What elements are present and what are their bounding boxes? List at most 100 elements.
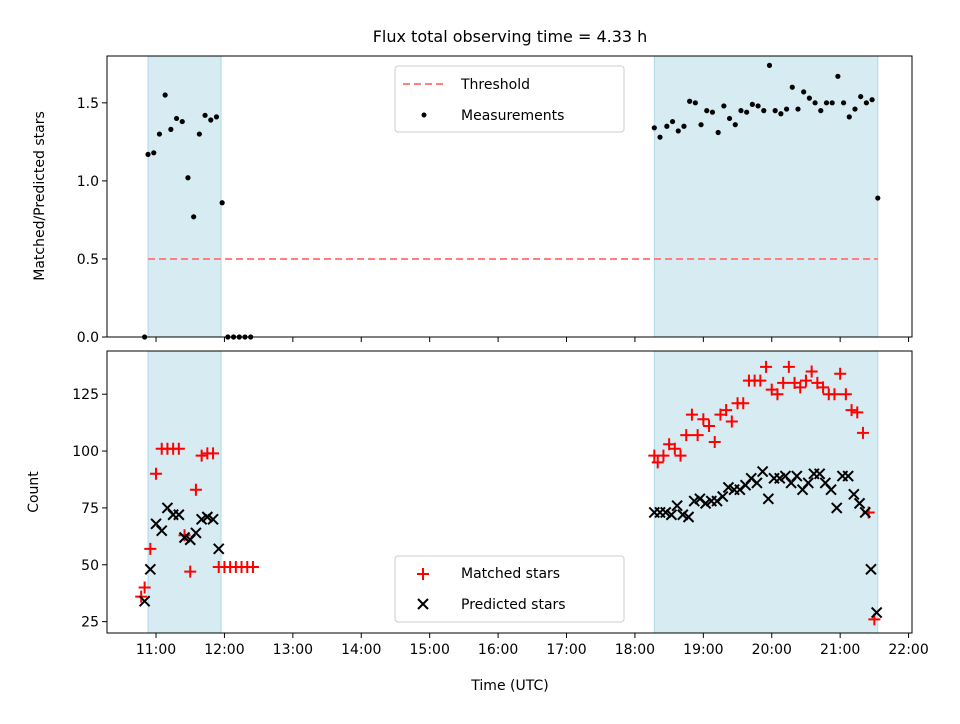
predicted-legend-marker xyxy=(417,598,429,610)
measurement-point xyxy=(846,114,852,120)
predicted-star-point xyxy=(848,488,860,500)
matched-star-point xyxy=(207,447,220,460)
predicted-star-point xyxy=(813,468,826,480)
matched-star-point xyxy=(720,404,733,417)
predicted-star-point xyxy=(762,493,775,505)
measurement-point xyxy=(772,108,778,114)
measurement-point xyxy=(681,123,687,129)
top-legend-frame xyxy=(394,65,625,133)
x-tick-label: 17:00 xyxy=(546,642,586,658)
measurement-point xyxy=(823,100,830,106)
measurement-point xyxy=(196,131,202,137)
matched-star-point xyxy=(189,483,202,496)
measurement-point xyxy=(726,115,733,122)
measurement-point xyxy=(151,150,157,156)
measurement-point xyxy=(863,100,869,106)
measurements-legend-marker xyxy=(421,112,427,118)
y-tick-label: 1.0 xyxy=(77,174,99,190)
bottom-legend-frame xyxy=(394,555,625,623)
matched-star-point xyxy=(760,360,773,373)
predicted-star-point xyxy=(859,506,871,519)
predicted-legend-label: Predicted stars xyxy=(461,597,566,613)
measurement-point xyxy=(657,134,663,140)
matched-star-point xyxy=(697,413,710,426)
top-legend: Threshold Measurements xyxy=(394,65,625,133)
predicted-star-point xyxy=(842,470,854,482)
measurement-point xyxy=(732,122,738,128)
measurement-point xyxy=(173,115,180,122)
matched-star-point xyxy=(845,404,858,417)
measurement-point xyxy=(778,111,784,117)
matched-star-point xyxy=(828,388,841,401)
predicted-star-point xyxy=(213,543,225,555)
matched-star-point xyxy=(754,374,767,387)
x-tick-label: 18:00 xyxy=(615,642,655,658)
top-panel: 0.0 0.5 1.0 1.5 xyxy=(77,55,913,346)
threshold-legend-label: Threshold xyxy=(460,77,530,93)
observing-window xyxy=(653,350,879,634)
measurement-point xyxy=(789,84,795,90)
matched-star-point xyxy=(851,406,864,419)
predicted-star-point xyxy=(751,477,763,489)
measurement-point xyxy=(687,98,693,104)
predicted-star-point xyxy=(138,595,151,607)
x-tick-label: 13:00 xyxy=(273,642,313,658)
predicted-star-point xyxy=(791,470,803,482)
y-tick-label: 50 xyxy=(81,558,99,574)
measurement-point xyxy=(709,109,716,115)
measurement-point xyxy=(675,128,681,134)
top-axes-frame xyxy=(106,55,913,338)
predicted-star-point xyxy=(190,527,202,539)
matched-star-point xyxy=(856,426,869,439)
measurement-point xyxy=(858,93,864,100)
measurement-point xyxy=(744,109,750,115)
measurement-point xyxy=(213,114,220,120)
matched-star-point xyxy=(150,467,163,480)
predicted-star-point xyxy=(865,563,877,576)
matched-star-point xyxy=(805,365,818,378)
x-tick-label: 15:00 xyxy=(410,642,450,658)
x-tick-label: 16:00 xyxy=(478,642,518,658)
predicted-star-point xyxy=(717,490,729,503)
observing-window xyxy=(147,55,222,338)
matched-star-point xyxy=(651,456,664,469)
predicted-star-point xyxy=(831,502,843,514)
matched-star-point xyxy=(680,429,693,442)
measurement-point xyxy=(162,92,168,98)
matched-star-point xyxy=(184,565,197,578)
measurements-legend-label: Measurements xyxy=(461,108,564,124)
predicted-star-point xyxy=(682,511,695,523)
predicted-star-point xyxy=(870,606,883,619)
matched-star-point xyxy=(691,429,704,442)
matched-star-point xyxy=(834,367,847,380)
predicted-star-point xyxy=(156,524,168,537)
measurement-point xyxy=(704,108,710,114)
measurement-point xyxy=(875,195,881,201)
predicted-star-point xyxy=(853,497,866,510)
predicted-star-point xyxy=(671,499,683,512)
measurement-point xyxy=(812,100,818,106)
matched-star-point xyxy=(794,381,807,394)
predicted-star-point xyxy=(802,477,814,489)
x-tick-label: 19:00 xyxy=(683,642,723,658)
measurement-point xyxy=(766,62,773,68)
measurement-point xyxy=(692,100,698,106)
bottom-axes-frame xyxy=(106,350,913,634)
matched-star-point xyxy=(782,360,795,373)
measurement-point xyxy=(835,73,841,79)
x-tick-label: 22:00 xyxy=(888,642,928,658)
matched-star-point xyxy=(674,449,687,462)
matched-star-point xyxy=(703,420,716,433)
top-y-axis-label: Matched/Predicted stars xyxy=(32,111,48,281)
matched-star-point xyxy=(799,374,812,387)
matched-star-point xyxy=(178,529,191,542)
measurement-point xyxy=(168,126,174,132)
measurement-point xyxy=(202,112,208,118)
bottom-legend: Matched stars Predicted stars xyxy=(394,555,625,623)
matched-legend-marker xyxy=(417,568,429,580)
y-tick-label: 0.5 xyxy=(77,252,99,268)
matched-star-point xyxy=(737,397,750,410)
measurement-point xyxy=(795,106,801,112)
y-tick-label: 25 xyxy=(81,615,99,631)
